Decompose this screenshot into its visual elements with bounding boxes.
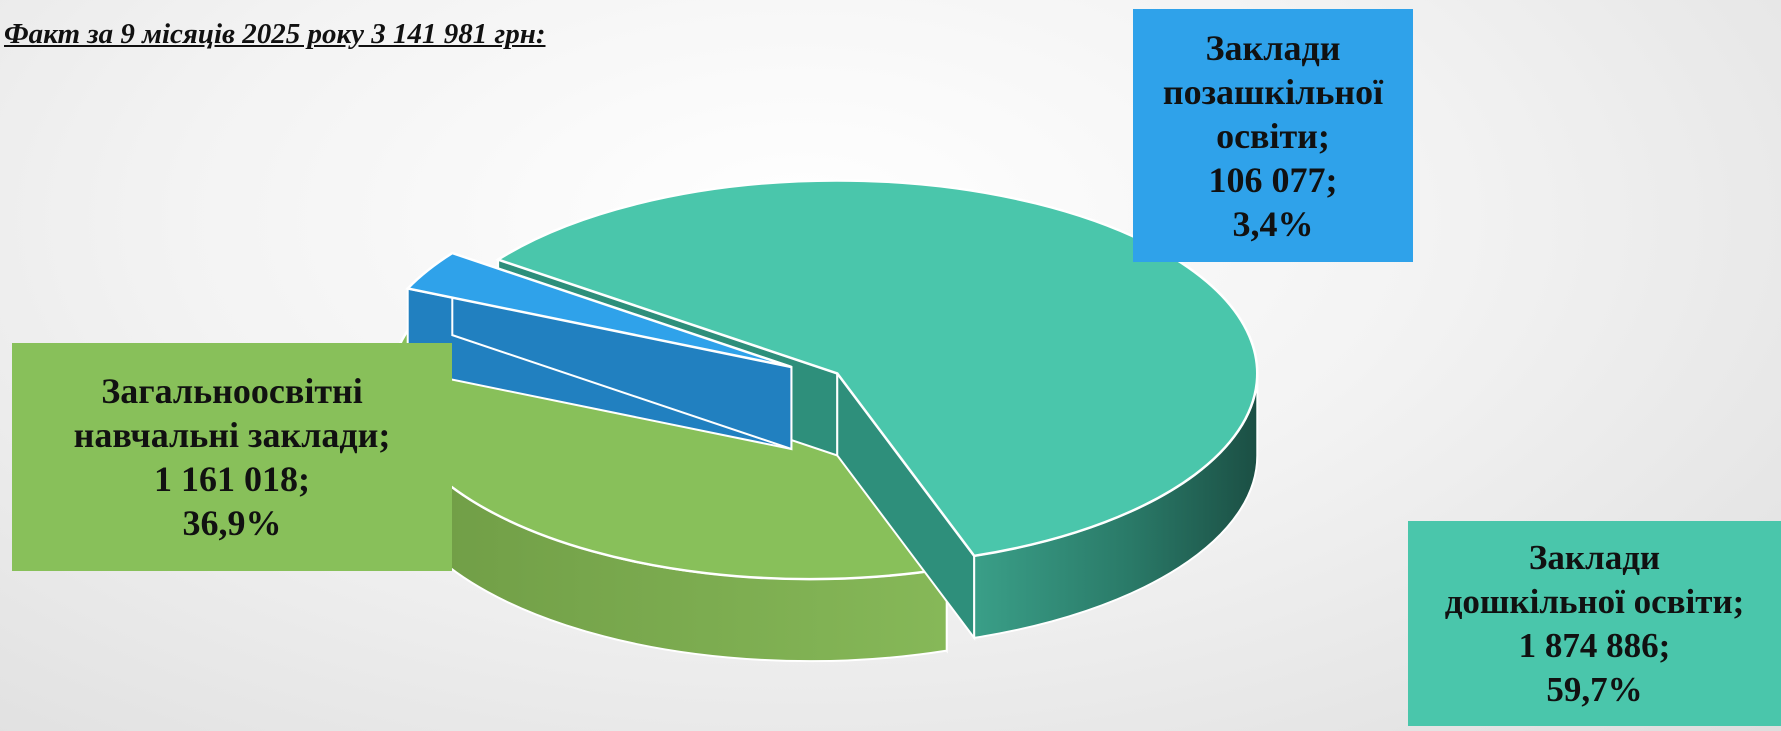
label-name-line: Заклади [1205, 27, 1341, 68]
label-name-line: дошкільної освіти; [1444, 581, 1745, 621]
pie-slice-0 [405, 251, 793, 451]
data-label-preschool: Заклади дошкільної освіти; 1 874 886; 59… [1408, 521, 1781, 726]
label-name-line: освіти; [1216, 115, 1330, 156]
data-label-general-schools: Загальноосвітні навчальні заклади; 1 161… [12, 343, 452, 571]
label-percent: 36,9% [182, 503, 282, 543]
label-value: 1 161 018; [154, 459, 310, 499]
label-percent: 3,4% [1232, 203, 1314, 244]
label-value: 1 874 886; [1518, 625, 1671, 665]
label-value: 106 077; [1208, 159, 1338, 200]
label-name-line: Загальноосвітні [101, 371, 363, 411]
label-name-line: Заклади [1528, 537, 1661, 577]
label-percent: 59,7% [1546, 669, 1643, 709]
label-name-line: навчальні заклади; [73, 415, 391, 455]
pie-slice-top [405, 251, 792, 369]
data-label-out-of-school: Заклади позашкільної освіти; 106 077; 3,… [1133, 9, 1413, 262]
page-title: Факт за 9 місяців 2025 року 3 141 981 гр… [4, 18, 546, 50]
label-name-line: позашкільної [1162, 71, 1384, 112]
